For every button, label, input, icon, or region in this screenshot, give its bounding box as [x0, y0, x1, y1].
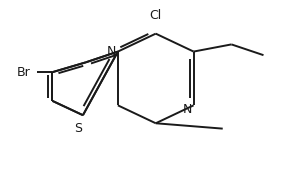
Text: S: S — [75, 122, 83, 135]
Text: Br: Br — [16, 66, 30, 79]
Text: N: N — [183, 103, 193, 116]
Text: N: N — [107, 45, 116, 58]
Text: Cl: Cl — [150, 9, 162, 22]
